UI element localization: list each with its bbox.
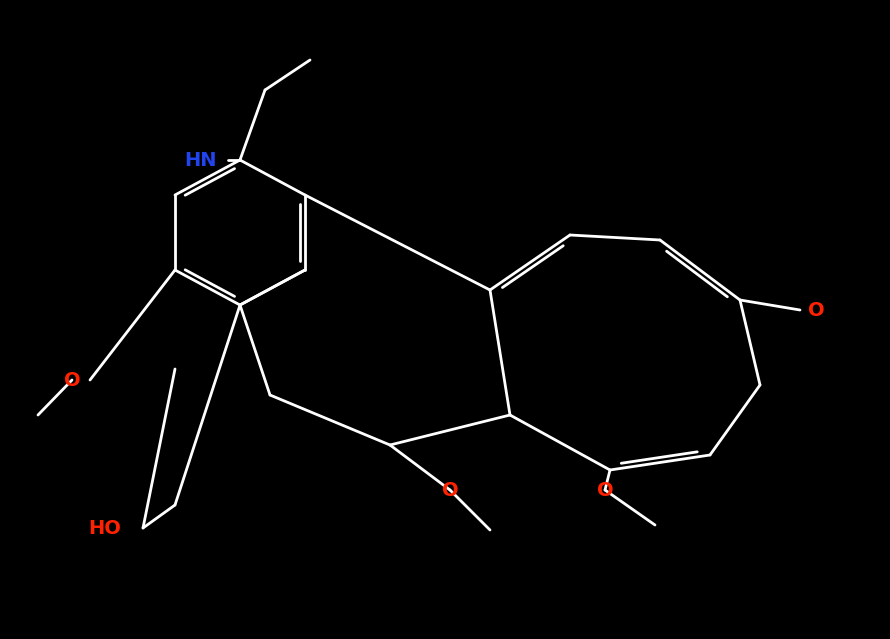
Text: O: O (596, 481, 613, 500)
Text: HO: HO (89, 518, 121, 537)
Text: HN: HN (183, 151, 216, 169)
Text: O: O (808, 300, 824, 320)
Text: O: O (64, 371, 80, 390)
Text: O: O (441, 481, 458, 500)
